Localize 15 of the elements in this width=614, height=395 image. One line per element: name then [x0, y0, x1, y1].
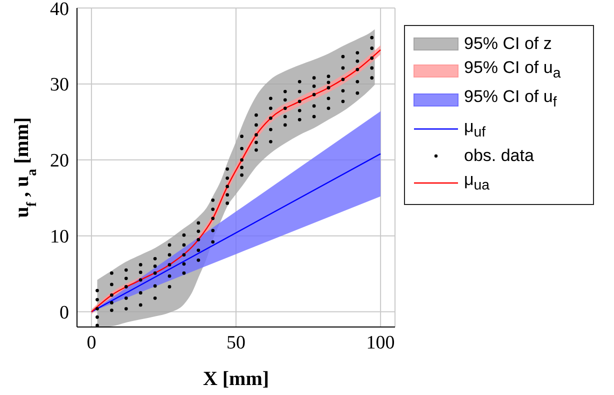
- y-tick-label: 10: [50, 226, 69, 248]
- x-tick-label: 0: [86, 332, 96, 354]
- legend-label: μ$_{uf}$: [464, 116, 486, 142]
- y-tick-label: 0: [60, 302, 69, 324]
- legend-label: 95% CI of u$_{f}$: [464, 86, 557, 113]
- legend-label: obs. data: [464, 145, 534, 168]
- y-tick-label: 30: [50, 74, 69, 96]
- x-axis-title: X [mm]: [202, 368, 270, 390]
- y-tick-label: 20: [50, 150, 69, 172]
- x-tick-label: 50: [226, 332, 246, 354]
- legend-label: μ$_{ua}$: [464, 169, 490, 196]
- legend-label: 95% CI of u$_{a}$: [464, 57, 561, 84]
- legend-label: 95% CI of z: [464, 33, 552, 55]
- x-tick-label: 100: [366, 332, 395, 354]
- y-tick-label: 40: [50, 0, 69, 20]
